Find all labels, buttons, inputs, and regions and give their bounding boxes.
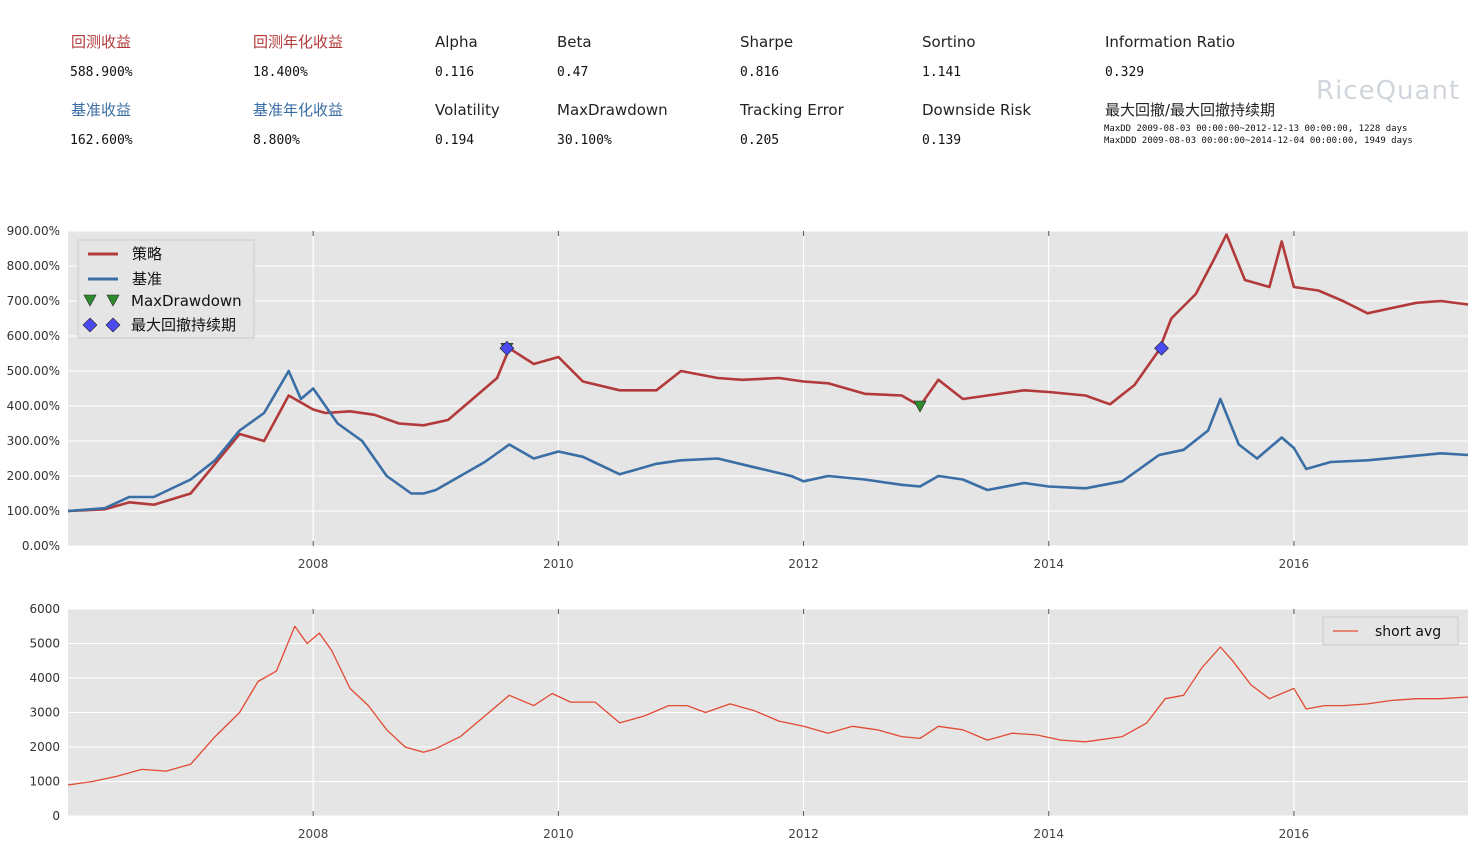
y-tick-label: 100.00% xyxy=(7,504,60,518)
legend-diamond-marker xyxy=(82,317,98,333)
legend-box xyxy=(1322,616,1459,646)
duration-marker xyxy=(1154,340,1169,356)
x-tick-label: 2014 xyxy=(1033,557,1064,571)
maxdd-line: MaxDD 2009-08-03 00:00:00~2012-12-13 00:… xyxy=(1104,124,1408,134)
stat-value: 0.139 xyxy=(922,133,962,148)
y-tick-label: 800.00% xyxy=(7,259,60,273)
stat-label: Volatility xyxy=(435,101,500,119)
series-line-1 xyxy=(67,625,1469,786)
x-tick-label: 2010 xyxy=(543,557,574,571)
stat-value: 1.141 xyxy=(922,65,962,80)
legend-box xyxy=(77,239,255,339)
stat-value: 0.329 xyxy=(1105,65,1145,80)
plot-background xyxy=(68,231,1468,546)
stat-label: Downside Risk xyxy=(922,101,1032,119)
y-tick-label: 600.00% xyxy=(7,329,60,343)
x-tick-label: 2014 xyxy=(1033,827,1064,841)
x-tick-label: 2008 xyxy=(298,557,329,571)
y-tick-label: 400.00% xyxy=(7,399,60,413)
legend-triangle-marker xyxy=(106,294,120,307)
x-tick-label: 2012 xyxy=(788,557,819,571)
stat-label: 基准年化收益 xyxy=(253,101,344,119)
stat-label: Information Ratio xyxy=(1105,33,1236,51)
y-tick-label: 5000 xyxy=(29,637,60,651)
y-tick-label: 6000 xyxy=(29,602,60,616)
legend-label: 最大回撤持续期 xyxy=(131,316,236,334)
stat-label: 回测收益 xyxy=(71,33,132,51)
ricequant-logo: RiceQuant xyxy=(1316,76,1461,106)
legend-label: MaxDrawdown xyxy=(131,292,242,310)
stat-label: 基准收益 xyxy=(71,101,132,119)
legend-label: 基准 xyxy=(132,270,162,288)
y-tick-label: 200.00% xyxy=(7,469,60,483)
stat-label: 回测年化收益 xyxy=(253,33,344,51)
stat-value: 0.205 xyxy=(740,133,780,148)
stat-value: 0.116 xyxy=(435,65,475,80)
legend-label: short avg xyxy=(1375,624,1441,640)
stat-value: 8.800% xyxy=(253,133,300,148)
y-tick-label: 500.00% xyxy=(7,364,60,378)
stat-value: 0.816 xyxy=(740,65,780,80)
x-tick-label: 2008 xyxy=(298,827,329,841)
maxdd-title: 最大回撤/最大回撤持续期 xyxy=(1105,101,1276,119)
y-tick-label: 0 xyxy=(52,809,60,823)
stat-value: 162.600% xyxy=(70,133,133,148)
series-line-1 xyxy=(67,233,1469,513)
stat-value: 30.100% xyxy=(557,133,612,148)
legend-diamond-marker xyxy=(105,317,121,333)
stat-value: 588.900% xyxy=(70,65,133,80)
stats-panel: 回测收益 588.900% 回测年化收益 18.400% Alpha 0.116… xyxy=(0,0,1475,190)
x-tick-label: 2016 xyxy=(1279,827,1310,841)
y-tick-label: 900.00% xyxy=(7,224,60,238)
stat-label: Beta xyxy=(557,33,592,51)
duration-marker xyxy=(499,340,515,356)
stat-label: Tracking Error xyxy=(740,101,844,119)
stat-value: 18.400% xyxy=(253,65,308,80)
y-tick-label: 700.00% xyxy=(7,294,60,308)
stat-label: Alpha xyxy=(435,33,478,51)
stat-label: MaxDrawdown xyxy=(557,101,668,119)
stat-value: 0.47 xyxy=(557,65,589,80)
y-tick-label: 1000 xyxy=(29,775,60,789)
x-tick-label: 2010 xyxy=(543,827,574,841)
series-line-2 xyxy=(67,369,1469,513)
stat-label: Sharpe xyxy=(740,33,794,51)
legend-label: 策略 xyxy=(132,245,162,263)
y-tick-label: 3000 xyxy=(29,706,60,720)
y-tick-label: 4000 xyxy=(29,671,60,685)
y-tick-label: 0.00% xyxy=(22,539,60,553)
y-tick-label: 2000 xyxy=(29,740,60,754)
stat-label: Sortino xyxy=(922,33,976,51)
x-tick-label: 2016 xyxy=(1279,557,1310,571)
x-tick-label: 2012 xyxy=(788,827,819,841)
short-avg-plot: 0 1000 2000 3000 4000 5000 6000 2008 2010 2012 201… xyxy=(29,602,1469,841)
legend-triangle-marker xyxy=(83,294,97,307)
y-tick-label: 300.00% xyxy=(7,434,60,448)
stat-value: 0.194 xyxy=(435,133,475,148)
maxddd-line: MaxDDD 2009-08-03 00:00:00~2014-12-04 00… xyxy=(1104,136,1413,146)
maxdrawdown-marker xyxy=(913,400,927,413)
returns-plot: 0.00% 100.00% 200.00% 300.00% 400.00% 500.00%… xyxy=(7,224,1469,571)
short-avg-legend: short avg xyxy=(1322,616,1459,646)
